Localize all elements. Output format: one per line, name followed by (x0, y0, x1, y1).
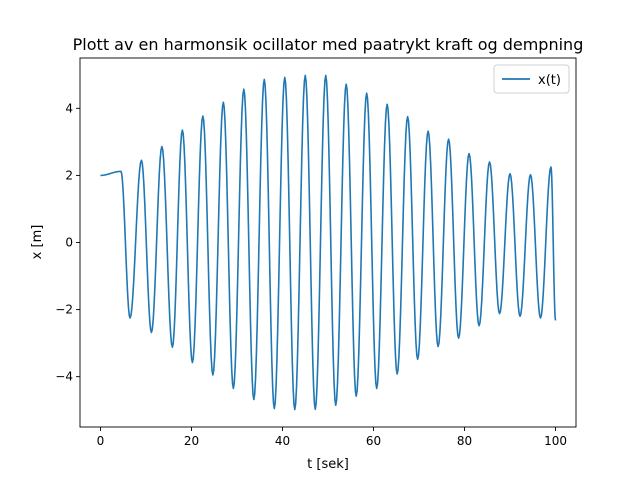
legend: x(t) (493, 64, 570, 94)
x-axis-ticks: 0 20 40 60 80 100 (97, 427, 567, 448)
x-tick-label: 0 (97, 434, 105, 448)
legend-label: x(t) (538, 73, 561, 88)
legend-box (493, 64, 570, 94)
y-tick-label: 0 (65, 236, 73, 250)
x-tick-label: 100 (544, 434, 567, 448)
plot-area (100, 74, 557, 411)
y-tick-label: −2 (55, 303, 73, 317)
y-tick-label: −4 (55, 370, 73, 384)
y-tick-label: 2 (65, 168, 73, 182)
chart-title: Plott av en harmonsik ocillator med paat… (73, 35, 584, 54)
y-axis-ticks: −4 −2 0 2 4 (55, 101, 80, 384)
x-axis-label: t [sek] (307, 457, 349, 472)
x-tick-label: 60 (366, 434, 381, 448)
x-tick-label: 20 (184, 434, 199, 448)
x-tick-label: 80 (457, 434, 472, 448)
y-tick-label: 4 (65, 101, 73, 115)
series-line-x-t (100, 74, 557, 411)
x-tick-label: 40 (275, 434, 290, 448)
y-axis-label: x [m] (30, 225, 45, 260)
